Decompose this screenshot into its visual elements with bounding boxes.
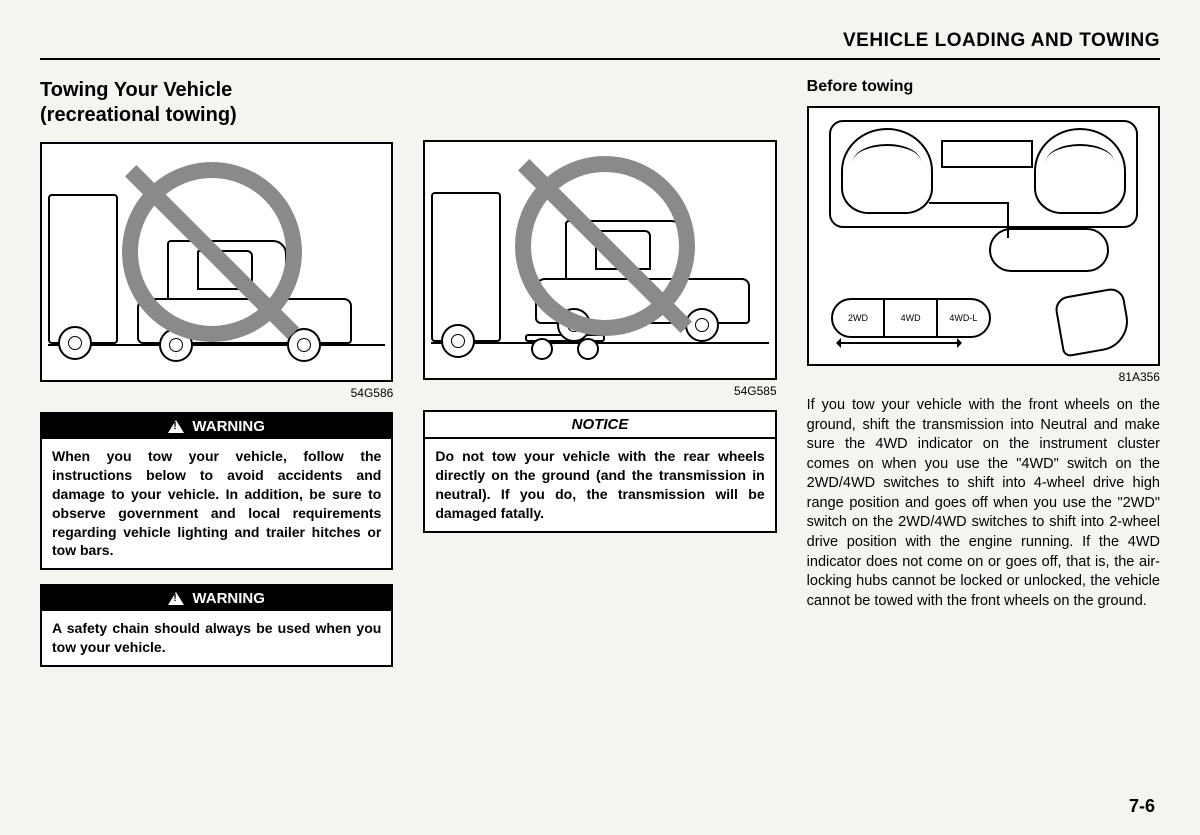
- wheel-icon: [58, 326, 92, 360]
- figure-dolly-tow-prohibited: [423, 140, 776, 380]
- speedometer-icon: [1034, 128, 1126, 214]
- page-number: 7-6: [1129, 796, 1155, 817]
- wheel-icon: [441, 324, 475, 358]
- tachometer-icon: [841, 128, 933, 214]
- column-middle: 54G585 NOTICE Do not tow your vehicle wi…: [423, 78, 776, 681]
- figure-code: 54G586: [40, 386, 393, 400]
- section-title: Towing Your Vehicle (recreational towing…: [40, 78, 393, 128]
- switch-4wd-l: 4WD-L: [938, 300, 989, 336]
- warning-box-1: WARNING When you tow your vehicle, follo…: [40, 412, 393, 570]
- figure-code: 81A356: [807, 370, 1160, 384]
- indicator-callout-icon: [989, 228, 1109, 272]
- warning-header: WARNING: [42, 586, 391, 611]
- switch-2wd: 2WD: [833, 300, 886, 336]
- odometer-icon: [941, 140, 1033, 168]
- column-right: Before towing 2WD 4WD 4WD-L 81A356 If yo…: [807, 78, 1160, 681]
- warning-header: WARNING: [42, 414, 391, 439]
- warning-label: WARNING: [192, 418, 265, 435]
- wheel-icon: [685, 308, 719, 342]
- title-line-2: (recreational towing): [40, 104, 237, 126]
- wheel-icon: [577, 338, 599, 360]
- notice-label: NOTICE: [572, 416, 629, 433]
- warning-body: When you tow your vehicle, follow the in…: [42, 439, 391, 568]
- hand-press-icon: [1053, 286, 1132, 357]
- prohibit-icon: [122, 162, 302, 342]
- title-line-1: Towing Your Vehicle: [40, 79, 232, 101]
- column-left: Towing Your Vehicle (recreational towing…: [40, 78, 393, 681]
- warning-box-2: WARNING A safety chain should always be …: [40, 584, 393, 667]
- figure-code: 54G585: [423, 384, 776, 398]
- notice-box: NOTICE Do not tow your vehicle with the …: [423, 410, 776, 533]
- subsection-title: Before towing: [807, 78, 1160, 96]
- figure-dashboard: 2WD 4WD 4WD-L: [807, 106, 1160, 366]
- drive-mode-switch-icon: 2WD 4WD 4WD-L: [831, 298, 991, 338]
- tow-truck-icon: [431, 192, 501, 342]
- double-arrow-icon: [839, 342, 959, 344]
- warning-body: A safety chain should always be used whe…: [42, 611, 391, 665]
- body-paragraph: If you tow your vehicle with the front w…: [807, 396, 1160, 611]
- road-line: [431, 342, 768, 344]
- figure-flat-tow-prohibited: [40, 142, 393, 382]
- notice-body: Do not tow your vehicle with the rear wh…: [425, 439, 774, 531]
- wheel-icon: [531, 338, 553, 360]
- warning-triangle-icon: [168, 420, 184, 433]
- road-line: [48, 344, 385, 346]
- prohibit-icon: [515, 156, 695, 336]
- content-columns: Towing Your Vehicle (recreational towing…: [40, 78, 1160, 681]
- notice-header: NOTICE: [425, 412, 774, 439]
- page-header: VEHICLE LOADING AND TOWING: [40, 30, 1160, 60]
- warning-triangle-icon: [168, 592, 184, 605]
- switch-4wd: 4WD: [885, 300, 938, 336]
- tow-truck-icon: [48, 194, 118, 344]
- warning-label: WARNING: [192, 590, 265, 607]
